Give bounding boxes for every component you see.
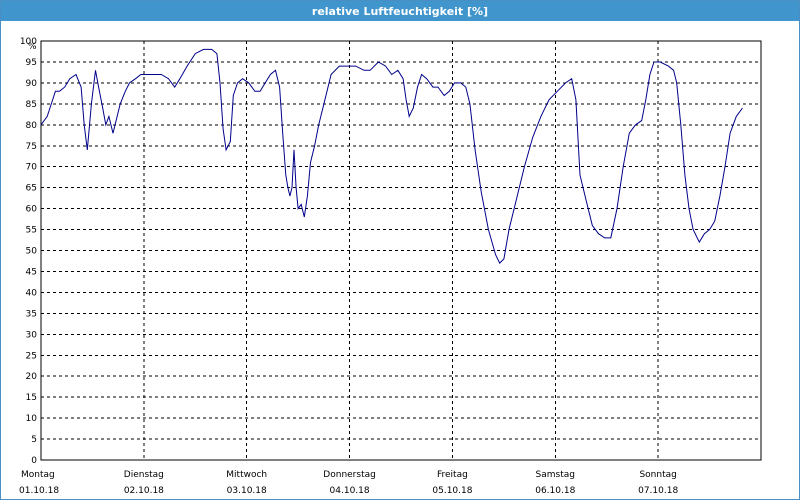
y-tick-label: 5 <box>31 435 37 445</box>
y-tick-label: 100 <box>20 37 37 47</box>
x-tick-date: 05.10.18 <box>432 486 472 496</box>
x-tick-weekday: Montag <box>21 470 55 480</box>
y-tick-label: 10 <box>26 414 38 424</box>
y-tick-label: 25 <box>26 351 37 361</box>
y-tick-label: 35 <box>26 309 37 319</box>
y-tick-label: 20 <box>26 372 38 382</box>
x-tick-date: 06.10.18 <box>535 486 575 496</box>
y-tick-label: 95 <box>26 58 37 68</box>
chart-title: relative Luftfeuchtigkeit [%] <box>311 4 489 18</box>
y-axis-label: % <box>28 42 37 52</box>
x-tick-weekday: Mittwoch <box>226 470 267 480</box>
humidity-series-line <box>40 48 743 264</box>
x-tick-date: 07.10.18 <box>638 486 678 496</box>
x-tick-weekday: Sonntag <box>639 470 676 480</box>
plot-border <box>40 40 762 461</box>
x-tick-date: 02.10.18 <box>124 486 164 496</box>
y-tick-label: 45 <box>26 267 37 277</box>
x-tick-weekday: Samstag <box>536 470 575 480</box>
y-tick-label: 30 <box>26 330 38 340</box>
x-tick-weekday: Freitag <box>437 470 468 480</box>
y-tick-label: 50 <box>26 247 38 257</box>
y-tick-label: 90 <box>26 79 38 89</box>
y-tick-label: 85 <box>26 100 37 110</box>
y-tick-label: 15 <box>26 393 37 403</box>
y-tick-label: 60 <box>26 205 38 215</box>
title-bar: relative Luftfeuchtigkeit [%] <box>1 1 799 21</box>
x-tick-weekday: Dienstag <box>124 470 164 480</box>
y-tick-label: 0 <box>31 456 37 466</box>
x-tick-date: 03.10.18 <box>227 486 267 496</box>
x-tick-date: 01.10.18 <box>19 486 59 496</box>
y-tick-label: 55 <box>26 226 37 236</box>
y-tick-label: 70 <box>26 163 38 173</box>
y-tick-label: 75 <box>26 142 37 152</box>
y-tick-label: 80 <box>26 121 38 131</box>
y-tick-label: 40 <box>26 288 38 298</box>
y-tick-label: 65 <box>26 184 37 194</box>
x-tick-date: 04.10.18 <box>330 486 370 496</box>
x-tick-weekday: Donnerstag <box>323 470 376 480</box>
